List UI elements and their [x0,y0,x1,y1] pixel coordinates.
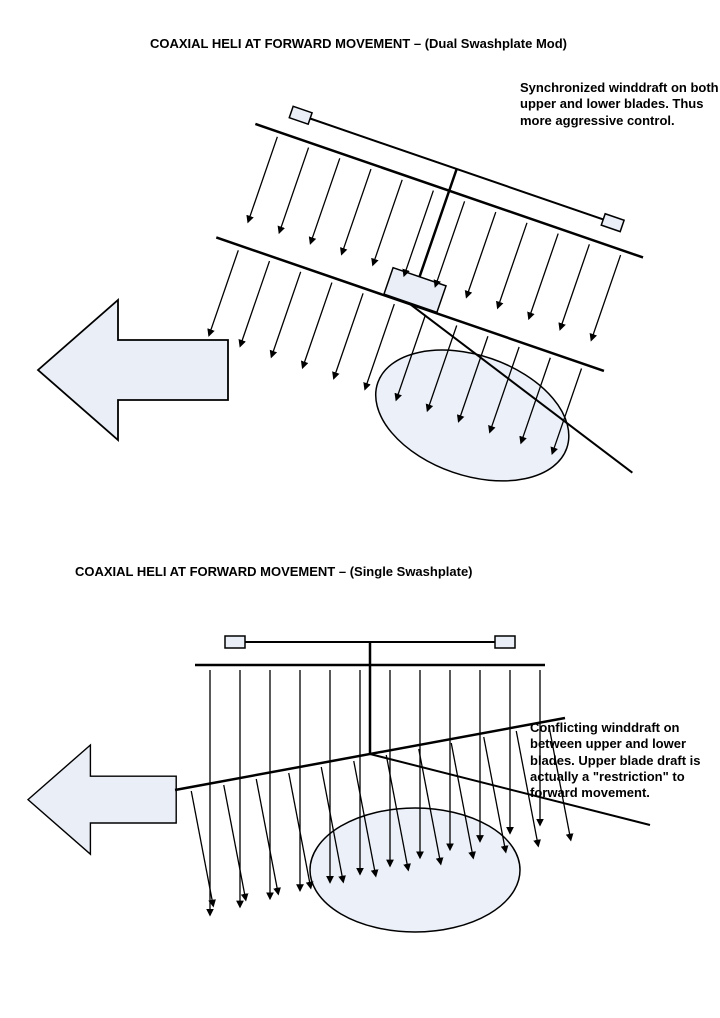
title-dual-swashplate: COAXIAL HELI AT FORWARD MOVEMENT – (Dual… [150,36,567,51]
direction-arrow [38,300,228,440]
diagram-dual-swashplate [169,97,709,528]
title-single-swashplate: COAXIAL HELI AT FORWARD MOVEMENT – (Sing… [75,564,473,579]
caption-dual: Synchronized winddraft on both upper and… [520,80,720,129]
caption-single: Conflicting winddraft on between upper a… [530,720,720,801]
direction-arrow [28,745,176,854]
diagram-canvas [0,0,720,1018]
